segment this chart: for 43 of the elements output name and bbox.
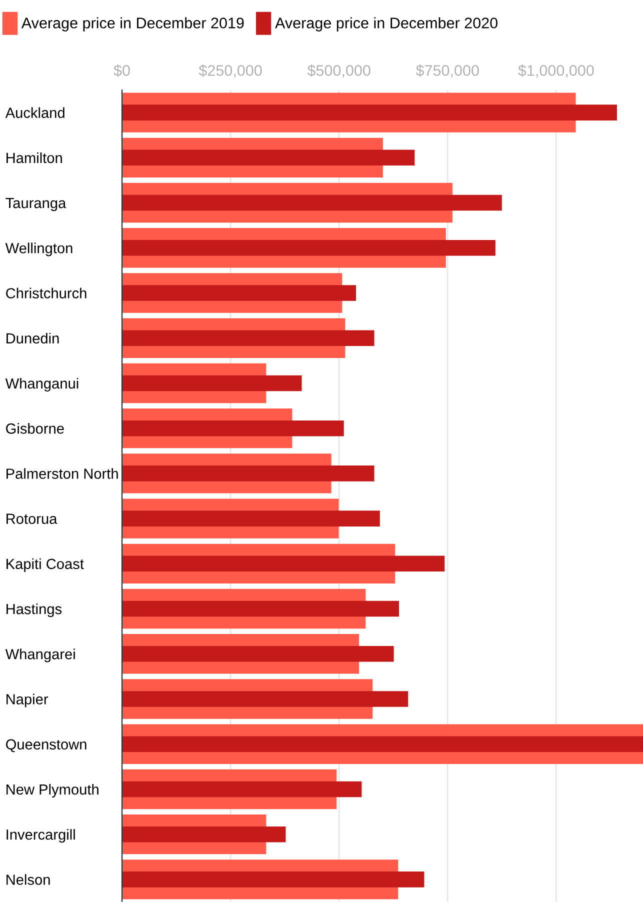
- bar: [122, 556, 445, 572]
- y-tick-label: Whanganui: [5, 378, 78, 392]
- bar: [122, 150, 415, 166]
- bar: [122, 240, 496, 256]
- y-tick-label: Whangarei: [5, 648, 75, 662]
- x-tick-label: $0: [114, 64, 130, 77]
- y-tick-label: Gisborne: [6, 423, 64, 434]
- x-tick-label: $1,000,000: [518, 64, 594, 78]
- bar: [122, 736, 643, 752]
- legend-label: Average price in December 2019: [21, 17, 244, 32]
- bar: [122, 600, 399, 617]
- y-tick-label: Palmerston North: [6, 468, 118, 479]
- bar: [122, 510, 380, 526]
- y-tick-label: Auckland: [5, 107, 64, 118]
- bar: [122, 104, 617, 120]
- y-tick-label: New Plymouth: [6, 784, 98, 798]
- x-tick-label: $250,000: [198, 64, 262, 78]
- y-tick-label: Invercargill: [6, 829, 75, 843]
- bar: [122, 691, 408, 707]
- bar: [122, 781, 362, 798]
- legend-label: Average price in December 2020: [275, 17, 498, 32]
- x-tick-label: $750,000: [416, 64, 479, 78]
- y-tick-label: Wellington: [5, 242, 72, 256]
- y-tick-label: Rotorua: [6, 514, 58, 524]
- x-tick-label: $500,000: [307, 64, 370, 78]
- y-tick-label: Nelson: [6, 874, 50, 885]
- bar: [122, 420, 344, 436]
- y-tick-label: Christchurch: [6, 288, 86, 298]
- bar: [122, 375, 302, 392]
- y-tick-label: Tauranga: [6, 198, 66, 212]
- y-tick-label: Napier: [6, 694, 48, 708]
- bar: [122, 330, 374, 346]
- y-tick-label: Hamilton: [6, 152, 62, 164]
- y-tick-label: Kapiti Coast: [6, 558, 84, 572]
- bar: [122, 285, 356, 301]
- bar: [122, 826, 286, 842]
- bar: [122, 466, 374, 482]
- bar: [122, 646, 394, 662]
- y-tick-label: Queenstown: [6, 739, 86, 752]
- bar: [122, 872, 424, 888]
- bar: [122, 194, 502, 211]
- y-tick-label: Hastings: [6, 603, 62, 618]
- y-tick-label: Dunedin: [6, 332, 59, 344]
